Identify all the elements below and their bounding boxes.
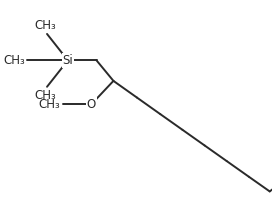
- Text: CH₃: CH₃: [35, 89, 57, 102]
- Text: O: O: [87, 98, 96, 111]
- Text: CH₃: CH₃: [35, 19, 57, 32]
- Text: CH₃: CH₃: [3, 54, 25, 67]
- Text: CH₃: CH₃: [38, 98, 60, 111]
- Text: Si: Si: [63, 54, 73, 67]
